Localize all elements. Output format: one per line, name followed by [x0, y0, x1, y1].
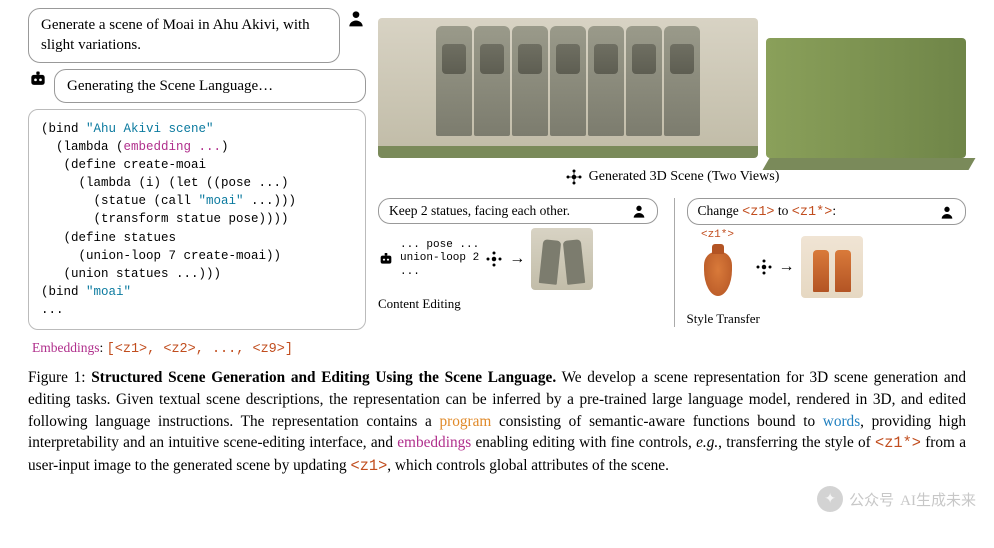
content-edit-bubble: Keep 2 statues, facing each other.	[378, 198, 658, 224]
figure-caption: Figure 1: Structured Scene Generation an…	[0, 357, 994, 478]
moai-statue	[664, 26, 700, 136]
fig-body: , which controls global attributes of th…	[387, 457, 669, 474]
moai-statue	[474, 26, 510, 136]
watermark: ✦ 公众号 AI生成未来	[817, 486, 976, 512]
moai-statue	[550, 26, 586, 136]
network-icon	[565, 168, 583, 186]
t: Change	[698, 203, 743, 218]
z1star-token: <z1*>	[875, 434, 921, 452]
arrow-icon: →	[779, 258, 795, 276]
code-t: (union-loop 7 create-moai))	[41, 249, 281, 263]
user-prompt-row: Generate a scene of Moai in Ahu Akivi, w…	[28, 8, 366, 63]
moai-front-view	[378, 18, 758, 158]
code-t: (define create-moai	[41, 158, 206, 172]
code-t: (union statues ...)))	[41, 267, 221, 281]
content-editing-panel: Keep 2 statues, facing each other. ... p…	[378, 198, 658, 327]
code-block: (bind "Ahu Akivi scene" (lambda (embeddi…	[28, 109, 366, 330]
style-transfer-panel: Change <z1> to <z1*>: <z1*> → Style Tran…	[674, 198, 967, 327]
code-t: )	[221, 140, 229, 154]
colon: :	[100, 340, 107, 355]
content-edit-flow: ... pose ... union-loop 2 ... →	[378, 228, 658, 290]
embeddings-list: [<z1>, <z2>, ..., <z9>]	[107, 342, 293, 357]
fig-title: Structured Scene Generation and Editing …	[91, 369, 556, 386]
t: :	[832, 203, 836, 218]
vase-icon	[704, 252, 732, 296]
robot-text: Generating the Scene Language…	[67, 78, 273, 94]
robot-response-row: Generating the Scene Language…	[28, 69, 366, 103]
program-word: program	[439, 413, 491, 430]
code-t: (bind	[41, 122, 86, 136]
right-column: Generated 3D Scene (Two Views) Keep 2 st…	[378, 8, 966, 357]
fig-body: , transferring the style of	[718, 434, 875, 451]
user-icon	[346, 8, 366, 28]
code-t: (define statues	[41, 231, 176, 245]
vase-block: <z1*>	[687, 229, 749, 305]
moai-side-view	[766, 38, 966, 158]
figure-grid: Generate a scene of Moai in Ahu Akivi, w…	[0, 0, 994, 357]
robot-bubble: Generating the Scene Language…	[54, 69, 366, 103]
generated-scene-row	[378, 8, 966, 158]
words-word: words	[823, 413, 860, 430]
embeddings-label: Embeddings	[32, 340, 100, 355]
code-t: (transform statue pose))))	[41, 212, 289, 226]
arrow-icon: →	[509, 250, 525, 268]
style-input-image	[687, 243, 749, 305]
watermark-label: 公众号	[849, 489, 894, 510]
editing-row: Keep 2 statues, facing each other. ... p…	[378, 198, 966, 327]
moai-statue	[626, 26, 662, 136]
moai-statue	[588, 26, 624, 136]
robot-icon	[378, 251, 394, 267]
code-str: "moai"	[199, 194, 244, 208]
moai-statue	[512, 26, 548, 136]
code-t: (lambda (i) (let ((pose ...)	[41, 176, 289, 190]
scene-caption-row: Generated 3D Scene (Two Views)	[378, 168, 966, 186]
code-t: ...)))	[244, 194, 297, 208]
eg: e.g.	[696, 434, 718, 451]
content-edit-code: ... pose ... union-loop 2 ...	[400, 239, 479, 279]
watermark-name: AI生成未来	[900, 489, 976, 510]
style-edit-flow: <z1*> →	[687, 229, 967, 305]
code-t: ...	[41, 303, 64, 317]
embeddings-line: Embeddings: [<z1>, <z2>, ..., <z9>]	[28, 340, 366, 357]
user-icon	[939, 204, 955, 220]
left-column: Generate a scene of Moai in Ahu Akivi, w…	[28, 8, 366, 357]
fig-lead: Figure 1:	[28, 369, 91, 386]
style-edit-bubble: Change <z1> to <z1*>:	[687, 198, 967, 225]
user-icon	[631, 203, 647, 219]
network-icon	[485, 250, 503, 268]
content-edit-text: Keep 2 statues, facing each other.	[389, 203, 570, 219]
style-bubble-text: Change <z1> to <z1*>:	[698, 203, 837, 220]
moai-statue	[436, 26, 472, 136]
code-t: (bind	[41, 285, 86, 299]
content-edit-result	[531, 228, 593, 290]
t: to	[775, 203, 792, 218]
z1-token: <z1>	[351, 457, 388, 475]
user-prompt-bubble: Generate a scene of Moai in Ahu Akivi, w…	[28, 8, 340, 63]
network-icon	[755, 258, 773, 276]
code-str: "moai"	[86, 285, 131, 299]
code-t: (statue (call	[41, 194, 199, 208]
embeddings-word: embeddings	[397, 434, 471, 451]
code-t: (lambda (	[41, 140, 124, 154]
style-edit-caption: Style Transfer	[687, 311, 967, 327]
z1-token: <z1>	[742, 205, 774, 220]
watermark-icon: ✦	[817, 486, 843, 512]
style-edit-result	[801, 236, 863, 298]
z1star-token: <z1*>	[792, 205, 833, 220]
user-prompt-text: Generate a scene of Moai in Ahu Akivi, w…	[41, 17, 310, 53]
code-emb: embedding ...	[124, 140, 222, 154]
fig-body: enabling editing with fine controls,	[471, 434, 696, 451]
fig-body: consisting of semantic-aware functions b…	[491, 413, 822, 430]
robot-icon	[28, 69, 48, 89]
scene-caption: Generated 3D Scene (Two Views)	[589, 169, 780, 185]
content-edit-caption: Content Editing	[378, 296, 658, 312]
z1star-label: <z1*>	[701, 229, 734, 241]
code-str: "Ahu Akivi scene"	[86, 122, 214, 136]
